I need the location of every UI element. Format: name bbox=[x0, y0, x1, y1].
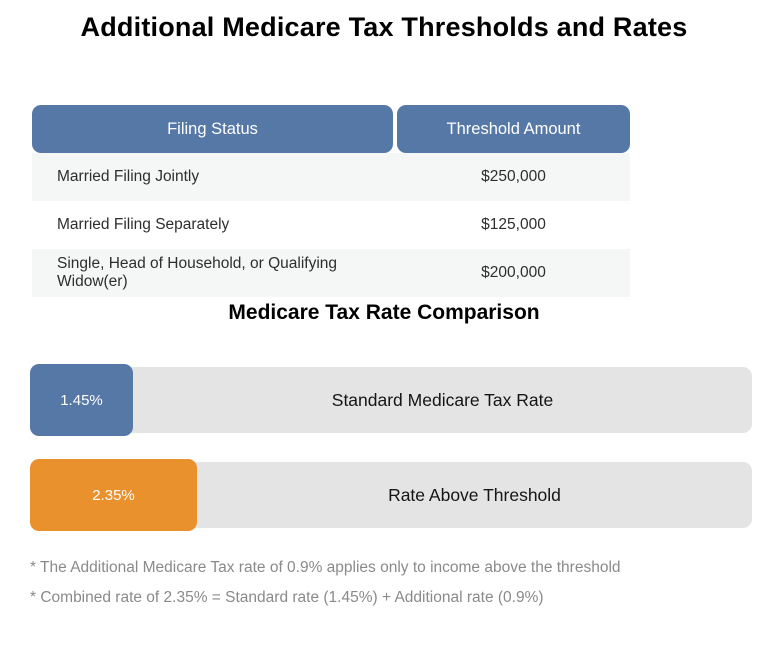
column-header-threshold-amount: Threshold Amount bbox=[397, 105, 630, 153]
threshold-table: Filing Status Threshold Amount Married F… bbox=[32, 105, 630, 297]
bar-track bbox=[30, 367, 752, 433]
threshold-amount-cell: $250,000 bbox=[481, 168, 546, 185]
filing-status-cell: Married Filing Jointly bbox=[57, 168, 200, 185]
column-header-filing-status: Filing Status bbox=[32, 105, 393, 153]
bar-rate-above-threshold: 2.35% Rate Above Threshold bbox=[30, 459, 752, 531]
filing-status-cell: Single, Head of Household, or Qualifying… bbox=[57, 255, 338, 290]
page-title: Additional Medicare Tax Thresholds and R… bbox=[80, 12, 688, 42]
threshold-amount-cell: $125,000 bbox=[481, 216, 546, 233]
filing-status-cell: Married Filing Separately bbox=[57, 216, 230, 233]
rate-comparison-chart: 1.45% Standard Medicare Tax Rate 2.35% R… bbox=[30, 364, 752, 531]
table-row: Married Filing Jointly $250,000 bbox=[32, 153, 630, 201]
bar-label: Rate Above Threshold bbox=[388, 484, 561, 505]
comparison-section-title: Medicare Tax Rate Comparison bbox=[228, 301, 540, 324]
rate-value-box: 2.35% bbox=[30, 459, 197, 531]
rate-value-label: 2.35% bbox=[92, 486, 135, 504]
table-row: Married Filing Separately $125,000 bbox=[32, 201, 630, 249]
table-header-row: Filing Status Threshold Amount bbox=[32, 105, 630, 153]
bar-standard-medicare-rate: 1.45% Standard Medicare Tax Rate bbox=[30, 364, 752, 436]
threshold-amount-cell: $200,000 bbox=[481, 264, 546, 281]
footnote-combined-rate: * Combined rate of 2.35% = Standard rate… bbox=[30, 589, 544, 606]
footnotes: * The Additional Medicare Tax rate of 0.… bbox=[30, 558, 768, 607]
bar-label: Standard Medicare Tax Rate bbox=[331, 389, 554, 410]
rate-value-box: 1.45% bbox=[30, 364, 133, 436]
footnote-additional-rate: * The Additional Medicare Tax rate of 0.… bbox=[30, 559, 621, 576]
table-row: Single, Head of Household, or Qualifying… bbox=[32, 249, 630, 297]
rate-value-label: 1.45% bbox=[60, 391, 103, 409]
